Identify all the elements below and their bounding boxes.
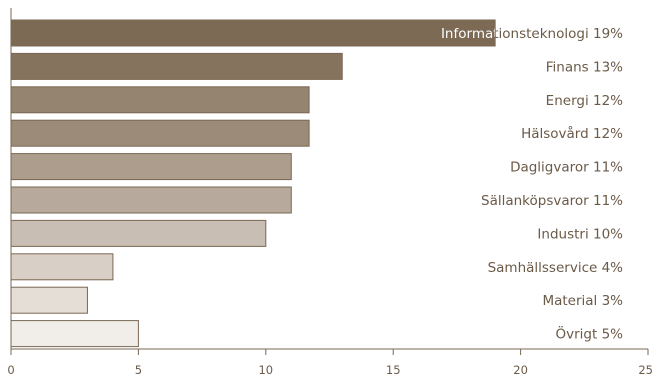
bar-2 xyxy=(10,86,310,114)
category-label-on-bar-0: Informationsteknologi 19% xyxy=(441,26,623,42)
category-label-9: Övrigt 5% xyxy=(556,325,624,343)
bar-1 xyxy=(10,52,343,80)
x-tick-label-0: 0 xyxy=(7,363,14,377)
category-labels-group: Informationsteknologi 19%Informationstek… xyxy=(441,26,623,343)
category-label-4: Dagligvaror 11% xyxy=(510,160,623,176)
category-label-0: Informationsteknologi 19% xyxy=(441,26,623,42)
bar-3 xyxy=(10,119,310,147)
bar-8 xyxy=(10,286,88,314)
category-label-5: Sällanköpsvaror 11% xyxy=(481,193,623,209)
category-label-3: Hälsovård 12% xyxy=(521,125,623,142)
category-label-7: Samhällsservice 4% xyxy=(488,260,624,276)
bar-6 xyxy=(10,219,267,247)
bar-7 xyxy=(10,253,114,281)
x-tick-label-2: 10 xyxy=(258,363,273,377)
bar-5 xyxy=(10,186,292,214)
category-label-8: Material 3% xyxy=(542,293,623,309)
x-tick-label-4: 20 xyxy=(513,363,528,377)
category-label-1: Finans 13% xyxy=(546,59,623,75)
bars-group xyxy=(10,19,496,348)
x-tick-label-5: 25 xyxy=(638,363,653,377)
bar-0 xyxy=(10,19,496,47)
x-tick-label-3: 15 xyxy=(386,363,401,377)
bar-9 xyxy=(10,320,139,348)
x-tick-label-1: 5 xyxy=(135,363,142,377)
bar-4 xyxy=(10,153,292,181)
x-axis: 0 5 10 15 20 25 xyxy=(7,8,653,377)
category-label-6: Industri 10% xyxy=(537,226,623,242)
category-label-2: Energi 12% xyxy=(546,93,623,109)
